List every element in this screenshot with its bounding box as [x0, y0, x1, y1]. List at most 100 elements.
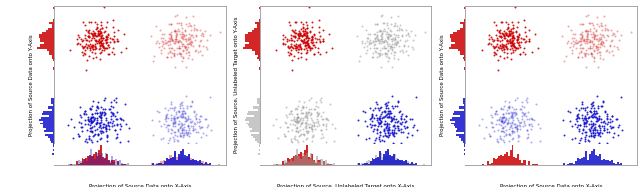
Point [327, 47, 337, 50]
Point [508, 130, 518, 133]
Point [375, 117, 385, 120]
Point [516, 120, 527, 123]
Point [99, 30, 109, 33]
Point [176, 125, 186, 128]
Point [511, 111, 522, 114]
Point [186, 29, 196, 32]
Point [502, 34, 513, 37]
Point [159, 46, 170, 49]
Point [586, 32, 596, 35]
Point [589, 37, 599, 40]
Point [96, 39, 106, 42]
Point [371, 30, 381, 33]
Point [158, 43, 168, 46]
Bar [41, 117, 54, 119]
Point [77, 129, 88, 132]
Point [580, 122, 590, 125]
Point [381, 143, 391, 146]
Point [503, 121, 513, 124]
Point [486, 113, 497, 116]
Bar [459, 108, 465, 109]
Point [296, 20, 306, 23]
Point [609, 33, 619, 36]
Point [313, 47, 323, 50]
Point [115, 128, 125, 131]
Point [289, 39, 300, 42]
Point [296, 39, 307, 42]
Point [389, 32, 399, 35]
Point [507, 35, 517, 38]
Point [611, 118, 621, 121]
Point [313, 105, 323, 108]
Point [294, 31, 305, 34]
Point [99, 5, 109, 8]
Point [383, 48, 394, 51]
Point [95, 121, 106, 124]
Point [83, 117, 93, 120]
Point [180, 22, 191, 25]
Point [509, 45, 519, 48]
Point [504, 107, 514, 110]
Point [488, 45, 499, 47]
Point [580, 53, 590, 56]
Point [95, 114, 106, 117]
Point [616, 95, 627, 98]
Point [523, 110, 533, 113]
Point [573, 41, 583, 44]
Point [585, 30, 595, 33]
Point [176, 22, 186, 24]
Point [316, 100, 326, 103]
Point [116, 118, 126, 121]
Point [303, 45, 314, 48]
Point [78, 21, 88, 24]
Point [360, 111, 370, 114]
Point [369, 123, 379, 126]
Point [309, 121, 319, 124]
Bar [50, 140, 54, 141]
Point [92, 23, 102, 26]
Point [203, 124, 213, 127]
Point [303, 123, 314, 126]
Point [302, 50, 312, 53]
Bar [257, 141, 260, 143]
Point [198, 33, 208, 36]
Point [307, 36, 317, 39]
Point [383, 36, 393, 39]
Point [592, 95, 602, 98]
Point [318, 123, 328, 126]
Point [309, 128, 319, 131]
Point [570, 137, 580, 140]
Point [86, 38, 96, 41]
Point [324, 32, 335, 35]
Point [486, 42, 496, 45]
Bar [46, 128, 54, 130]
Point [104, 128, 114, 131]
Point [589, 123, 600, 126]
Point [511, 30, 521, 33]
Point [386, 45, 396, 48]
Point [100, 149, 111, 152]
Point [375, 122, 385, 125]
Point [509, 45, 520, 48]
Point [201, 117, 211, 120]
Point [86, 115, 96, 118]
Point [609, 45, 619, 48]
Point [307, 41, 317, 44]
Point [605, 39, 616, 42]
Bar [464, 55, 465, 57]
Point [299, 32, 309, 35]
Point [175, 143, 186, 146]
Point [167, 38, 177, 41]
Point [156, 49, 166, 52]
Point [173, 45, 184, 48]
Point [195, 28, 205, 31]
Point [92, 112, 102, 115]
Point [111, 137, 121, 140]
Point [118, 119, 128, 122]
Bar [53, 104, 54, 106]
Point [65, 118, 76, 121]
Point [84, 21, 95, 24]
Point [299, 33, 309, 36]
Point [92, 33, 102, 36]
Point [280, 105, 291, 108]
